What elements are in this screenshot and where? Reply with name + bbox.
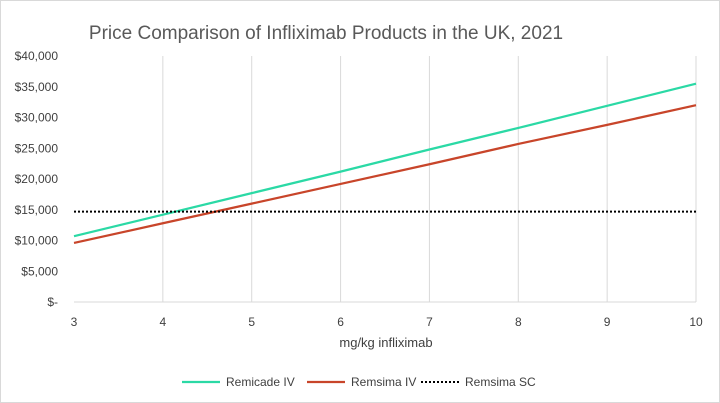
x-tick-labels: 3 4 5 6 7 8 9 10 [71,315,703,329]
x-tick-label: 7 [426,315,433,329]
y-tick-label: $30,000 [15,111,59,125]
series-line-remsima-iv [74,105,696,243]
x-tick-label: 10 [689,315,703,329]
legend-label-remicade-iv: Remicade IV [226,375,295,389]
y-tick-label: $10,000 [15,234,59,248]
x-tick-label: 4 [160,315,167,329]
y-tick-label: $15,000 [15,203,59,217]
y-tick-label: $40,000 [15,49,59,63]
y-tick-label: $- [47,295,58,309]
x-tick-label: 9 [604,315,611,329]
chart-svg: Price Comparison of Infliximab Products … [1,1,719,402]
y-tick-labels: $- $5,000 $10,000 $15,000 $20,000 $25,000 $30,… [15,49,59,309]
y-tick-label: $20,000 [15,172,59,186]
series-layer [74,84,696,243]
grid-layer [163,56,696,302]
chart-frame: Price Comparison of Infliximab Products … [0,0,720,403]
legend-label-remsima-sc: Remsima SC [465,375,536,389]
x-tick-label: 3 [71,315,78,329]
x-tick-label: 8 [515,315,522,329]
legend-label-remsima-iv: Remsima IV [351,375,416,389]
y-tick-label: $5,000 [21,264,58,278]
chart-title: Price Comparison of Infliximab Products … [89,23,563,44]
x-tick-label: 6 [337,315,344,329]
series-line-remicade-iv [74,84,696,237]
y-tick-label: $25,000 [15,141,59,155]
x-axis-label: mg/kg infliximab [339,335,432,350]
x-tick-label: 5 [248,315,255,329]
legend: Remicade IV Remsima IV Remsima SC [182,375,536,389]
y-tick-label: $35,000 [15,80,59,94]
